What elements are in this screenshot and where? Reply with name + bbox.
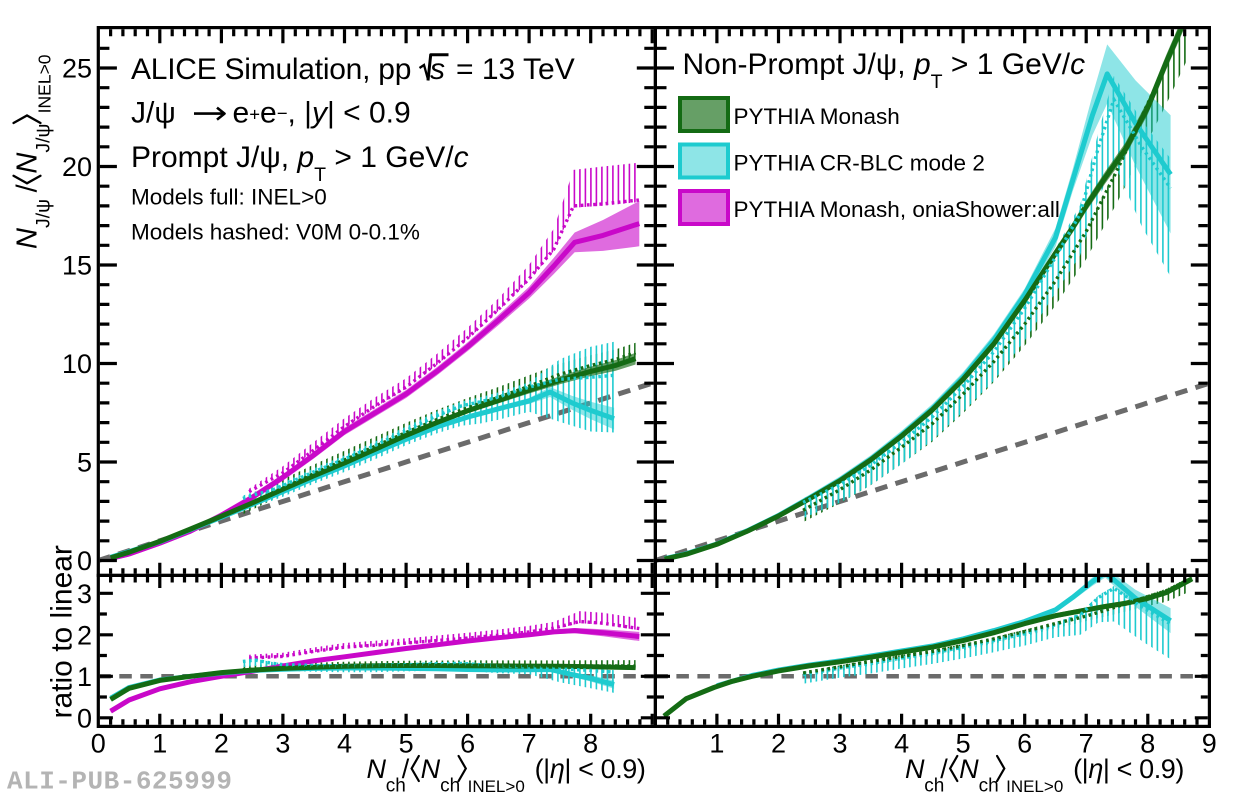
svg-text:ch: ch [386,776,406,797]
svg-text:Models full: INEL>0: Models full: INEL>0 [131,185,327,210]
svg-text:ch: ch [979,776,999,797]
svg-text:6: 6 [460,729,475,759]
svg-text:Models hashed: V0M 0-0.1%: Models hashed: V0M 0-0.1% [131,220,420,245]
svg-text:PYTHIA Monash, oniaShower:all: PYTHIA Monash, oniaShower:all [734,197,1060,222]
svg-text:PYTHIA CR-BLC mode 2: PYTHIA CR-BLC mode 2 [734,151,985,176]
svg-text:0: 0 [91,729,106,759]
svg-text:N: N [421,754,441,784]
svg-text:8: 8 [1140,729,1155,759]
svg-text:s: s [430,53,445,86]
svg-text:3: 3 [832,729,847,759]
svg-text:ch: ch [440,776,460,797]
svg-text:/: / [402,754,410,784]
svg-text:5: 5 [399,729,414,759]
svg-text:3: 3 [77,579,92,609]
svg-text:1: 1 [77,662,92,692]
svg-text:J/ψ: J/ψ [131,97,176,130]
svg-text:4: 4 [337,729,352,759]
svg-text:(|η| < 0.9): (|η| < 0.9) [1073,754,1184,784]
svg-text:4: 4 [894,729,909,759]
svg-text:N: N [12,228,44,249]
svg-text:(|η| < 0.9): (|η| < 0.9) [535,754,646,784]
svg-text:= 13 TeV: = 13 TeV [456,53,575,86]
svg-text:N: N [905,754,925,784]
svg-text:2: 2 [214,729,229,759]
svg-text:7: 7 [1079,729,1094,759]
svg-text:20: 20 [62,152,92,182]
svg-text:8: 8 [583,729,598,759]
svg-text:/: / [12,183,44,192]
svg-text:e+e−, |y| < 0.9: e+e−, |y| < 0.9 [233,97,411,130]
svg-text:0: 0 [77,704,92,734]
svg-text:J/ψ: J/ψ [33,199,55,228]
svg-text:PYTHIA Monash: PYTHIA Monash [734,104,900,129]
svg-text:3: 3 [275,729,290,759]
svg-text:5: 5 [77,448,92,478]
svg-text:N: N [367,754,387,784]
svg-text:/: / [940,754,948,784]
svg-text:0: 0 [77,546,92,576]
svg-text:7: 7 [522,729,537,759]
svg-text:5: 5 [956,729,971,759]
svg-text:ratio to linear: ratio to linear [46,545,79,718]
svg-text:2: 2 [771,729,786,759]
svg-text:INEL>0: INEL>0 [1006,777,1063,796]
svg-text:ALICE Simulation, pp: ALICE Simulation, pp [131,53,411,86]
svg-text:10: 10 [62,349,92,379]
svg-text:INEL>0: INEL>0 [468,777,525,796]
svg-text:ch: ch [924,776,944,797]
svg-text:1: 1 [709,729,724,759]
svg-text:25: 25 [62,54,92,84]
svg-text:1: 1 [152,729,167,759]
svg-text:INEL>0: INEL>0 [35,54,55,113]
svg-text:J/ψ: J/ψ [33,124,55,153]
svg-text:ALI-PUB-625999: ALI-PUB-625999 [7,767,232,797]
svg-text:N: N [12,153,44,174]
svg-text:N: N [959,754,979,784]
svg-text:9: 9 [1202,729,1217,759]
svg-text:15: 15 [62,251,92,281]
svg-text:6: 6 [1017,729,1032,759]
svg-text:2: 2 [77,621,92,651]
